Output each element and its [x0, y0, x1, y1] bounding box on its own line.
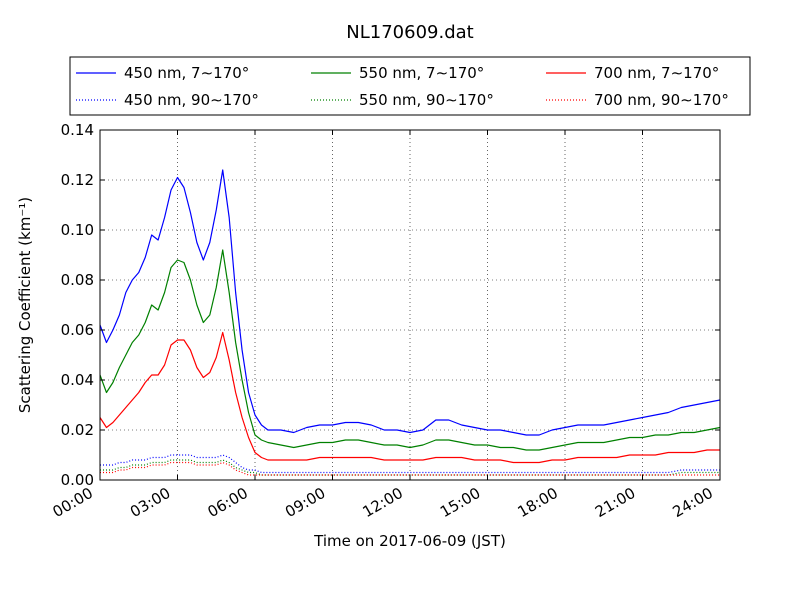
grid	[100, 130, 720, 480]
series-layer	[99, 169, 721, 476]
x-axis-label: Time on 2017-06-09 (JST)	[313, 532, 506, 550]
series-line	[99, 331, 720, 464]
y-tick-label: 0.12	[61, 171, 94, 189]
y-tick-label: 0.04	[61, 371, 94, 389]
legend-frame	[69, 56, 751, 116]
y-tick-label: 0.08	[61, 271, 94, 289]
y-tick-label: 0.00	[61, 471, 94, 489]
legend-label: 450 nm, 90∼170°	[124, 91, 259, 109]
series-line	[99, 169, 721, 436]
x-tick-label: 12:00	[360, 484, 406, 521]
legend-label: 700 nm, 7∼170°	[594, 64, 719, 82]
y-tick-label: 0.10	[61, 221, 94, 239]
legend: 450 nm, 7∼170° 450 nm, 90∼170° 550 nm, 7∼1…	[69, 56, 751, 116]
y-axis-label: Scattering Coefficient (km⁻¹)	[16, 197, 34, 413]
x-tick-label: 03:00	[127, 484, 173, 521]
plot-background	[100, 130, 720, 480]
x-tick-label: 18:00	[515, 484, 561, 521]
series-line	[100, 461, 720, 476]
y-tick-label: 0.06	[61, 321, 94, 339]
series-line	[99, 249, 721, 451]
x-tick-label: 09:00	[282, 484, 328, 521]
legend-label: 550 nm, 7∼170°	[359, 64, 484, 82]
legend-label: 550 nm, 90∼170°	[359, 91, 494, 109]
series-line	[100, 459, 720, 476]
legend-label: 450 nm, 7∼170°	[124, 64, 249, 82]
legend-label: 700 nm, 90∼170°	[594, 91, 729, 109]
x-tick-label: 24:00	[670, 484, 716, 521]
x-tick-label: 06:00	[205, 484, 251, 521]
x-tick-label: 00:00	[50, 484, 96, 521]
x-tick-label: 15:00	[437, 484, 483, 521]
y-tick-label: 0.02	[61, 421, 94, 439]
chart-title: NL170609.dat	[346, 22, 473, 43]
y-tick-label: 0.14	[61, 121, 94, 139]
x-tick-label: 21:00	[592, 484, 638, 521]
